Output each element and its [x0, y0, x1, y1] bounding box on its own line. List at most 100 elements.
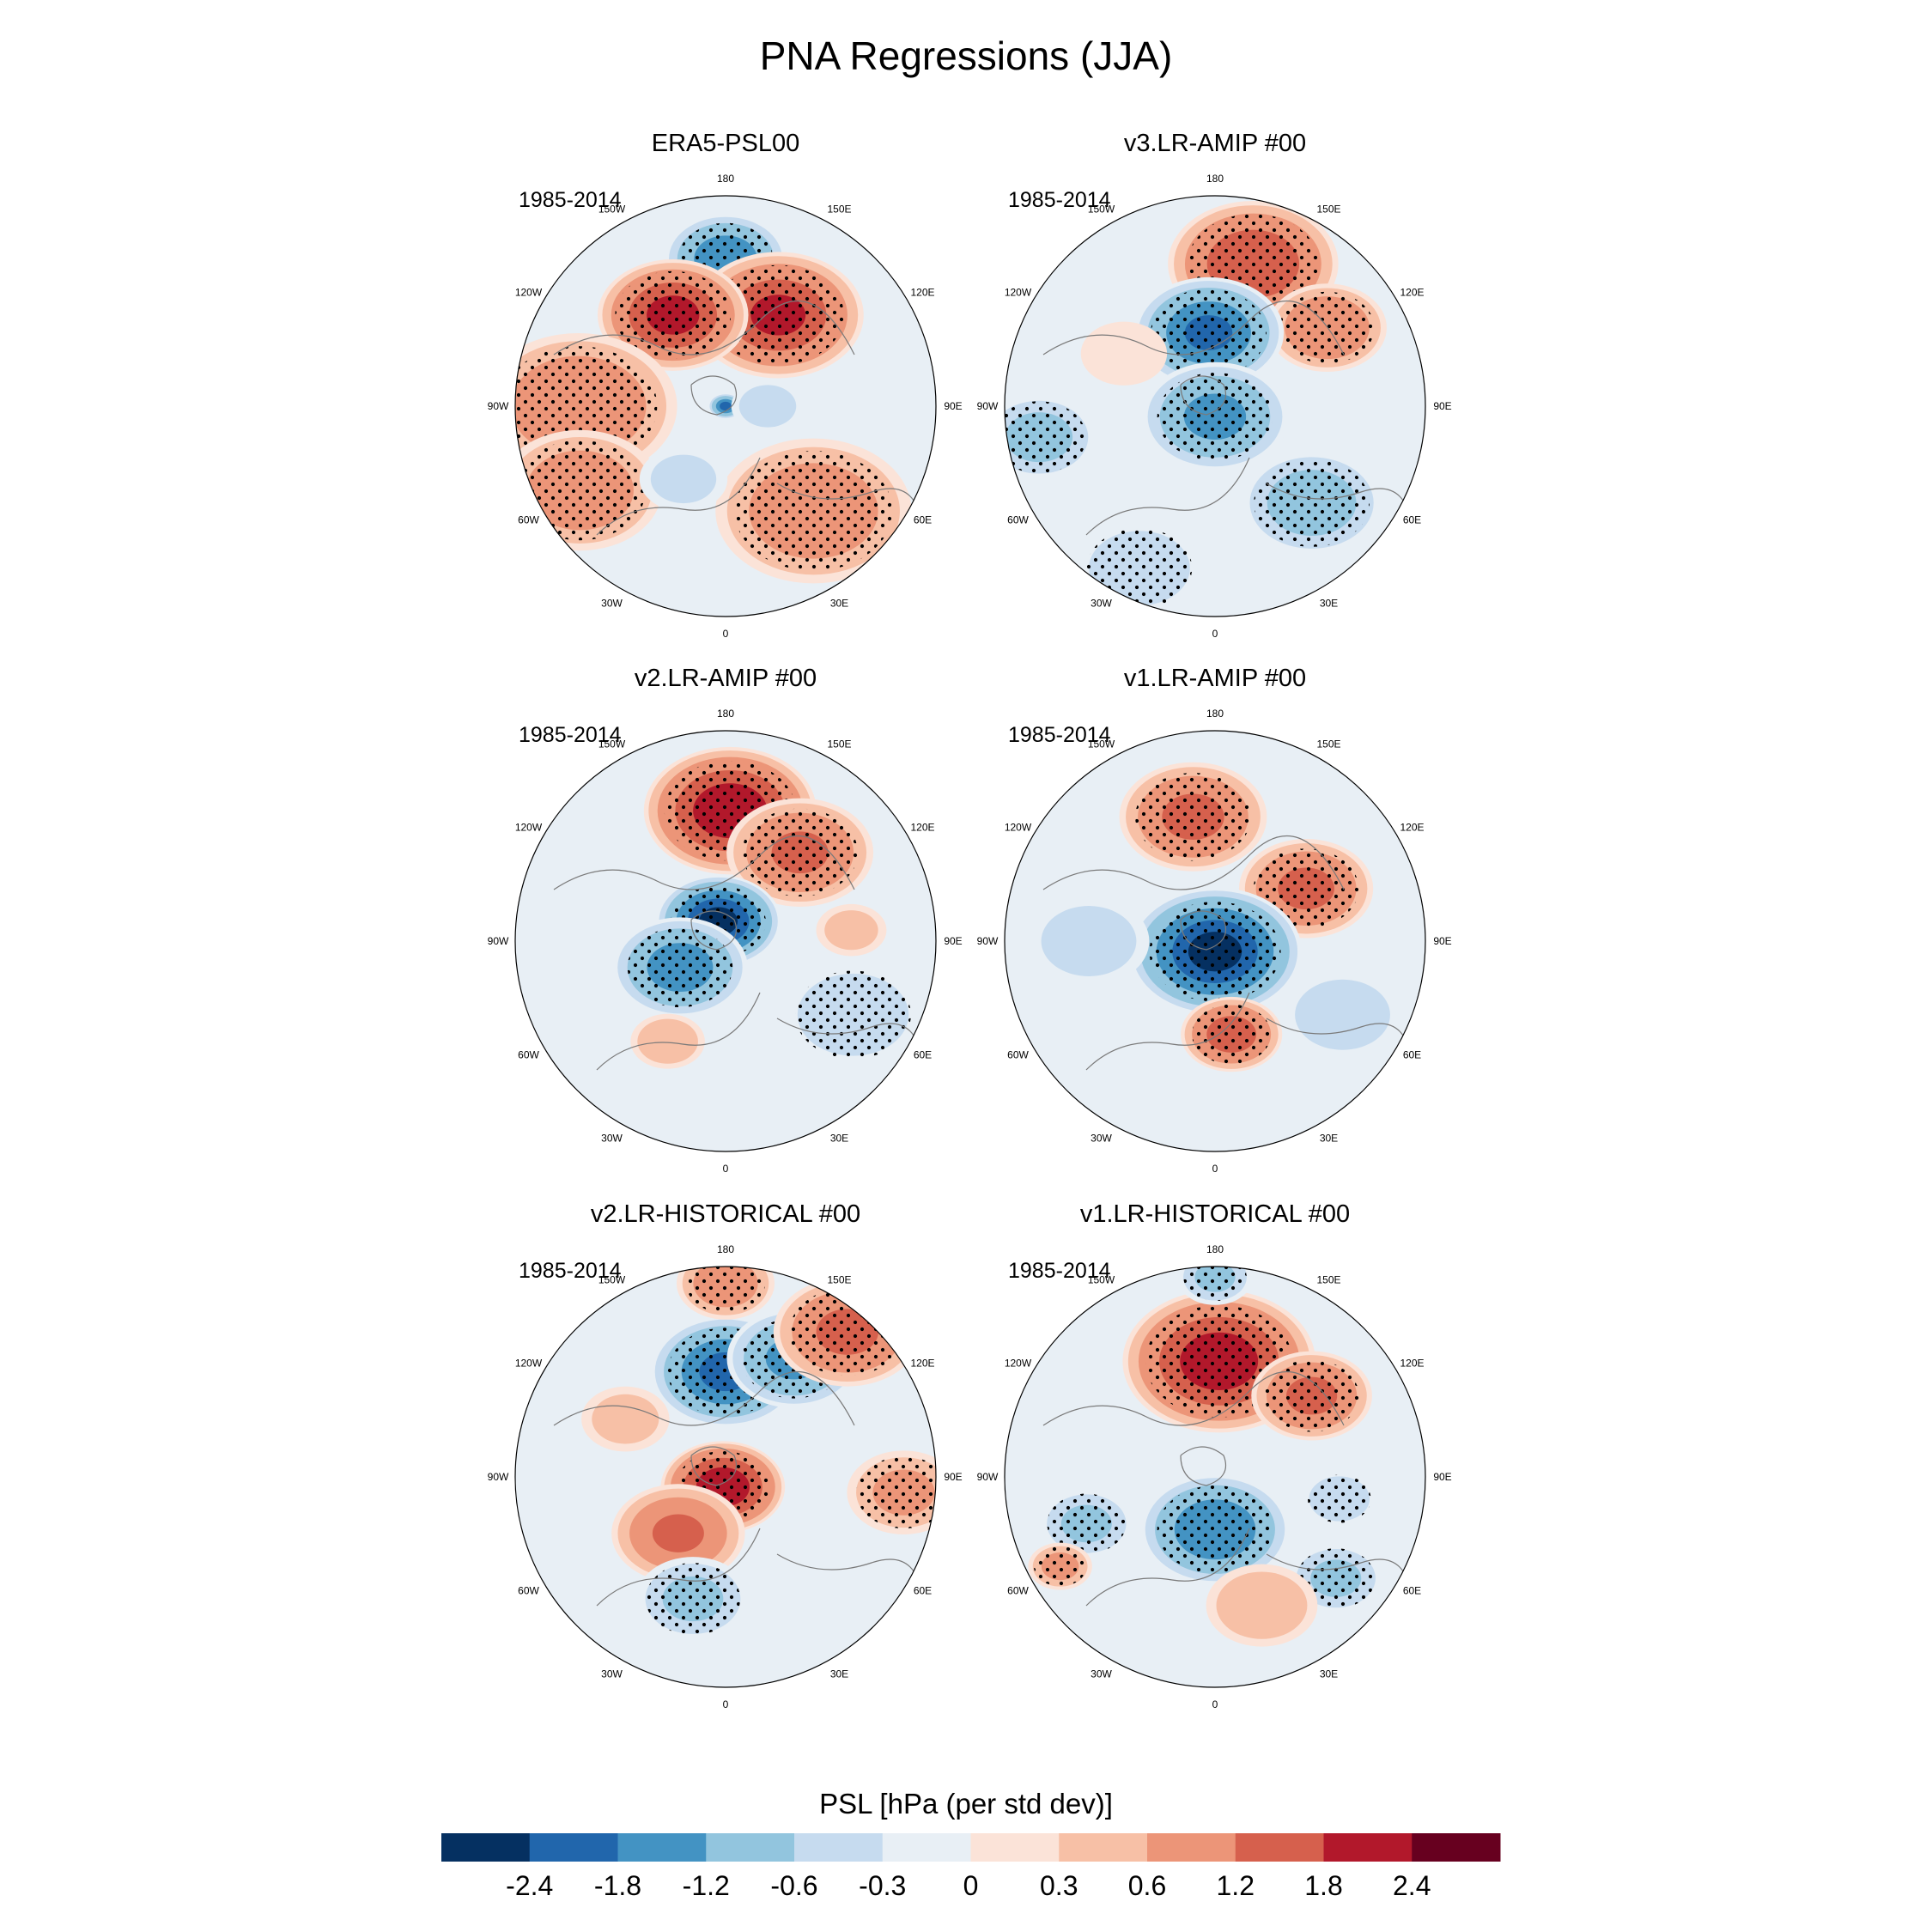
significance-stipple	[1135, 773, 1251, 861]
significance-stipple	[1149, 902, 1281, 1002]
colorbar-swatch	[706, 1833, 795, 1862]
longitude-label: 150E	[827, 204, 851, 216]
longitude-label: 120W	[515, 822, 543, 834]
significance-stipple	[712, 264, 844, 366]
significance-stipple	[856, 1456, 936, 1529]
longitude-label: 60W	[1007, 514, 1029, 526]
colorbar-swatch	[1323, 1833, 1413, 1862]
colorbar-swatch	[970, 1833, 1060, 1862]
coastline-segment	[1180, 375, 1227, 416]
longitude-label: 30E	[1320, 1668, 1338, 1680]
longitude-label: 120E	[1400, 287, 1424, 299]
longitude-label: 0	[1212, 1698, 1218, 1710]
longitude-label: 150E	[1316, 1274, 1340, 1286]
significance-stipple	[1279, 291, 1375, 364]
anomaly-contour-band	[1302, 985, 1383, 1045]
map-boundary	[1004, 730, 1426, 1152]
coastline-segment	[553, 300, 855, 355]
longitude-label: 120W	[1005, 822, 1032, 834]
colorbar-tick-label: 0	[963, 1870, 979, 1901]
panel-title: v2.LR-AMIP #00	[635, 665, 817, 692]
coastline-segment	[1042, 835, 1345, 890]
coastline-segment	[1085, 1528, 1250, 1607]
coastline-segment	[1180, 1446, 1227, 1486]
longitude-label: 120E	[1400, 822, 1424, 834]
longitude-label: 120E	[910, 822, 934, 834]
longitude-label: 30E	[830, 597, 848, 609]
colorbar-tick-label: -2.4	[506, 1870, 553, 1901]
coastline-segment	[553, 835, 855, 890]
map-boundary	[514, 730, 937, 1152]
longitude-label: 60W	[518, 1585, 539, 1597]
colorbar-tick-label: 1.8	[1304, 1870, 1342, 1901]
colorbar-tick-label: -0.6	[770, 1870, 817, 1901]
anomaly-field	[581, 1267, 936, 1641]
longitude-label: 30W	[1091, 597, 1112, 609]
significance-stipple	[615, 270, 732, 360]
anomaly-contour-band	[1048, 911, 1129, 971]
longitude-label: 180	[1206, 1243, 1224, 1255]
longitude-label: 30W	[601, 1668, 623, 1680]
panel-title: v2.LR-HISTORICAL #00	[591, 1200, 860, 1228]
longitude-label: 60E	[1403, 1585, 1421, 1597]
longitude-label: 90E	[1433, 935, 1451, 947]
significance-stipple	[795, 970, 911, 1059]
longitude-label: 30E	[830, 1668, 848, 1680]
longitude-label: 150E	[1316, 738, 1340, 750]
map-boundary	[514, 1266, 937, 1688]
longitude-label: 120W	[515, 1358, 543, 1370]
longitude-label: 120W	[1005, 287, 1032, 299]
significance-stipple	[1157, 373, 1273, 461]
coastline-segment	[690, 1446, 738, 1486]
significance-stipple	[1192, 1004, 1272, 1065]
significance-stipple	[789, 1287, 906, 1376]
colorbar-tick-label: 1.2	[1217, 1870, 1255, 1901]
colorbar-tick-label: 0.3	[1040, 1870, 1078, 1901]
longitude-label: 180	[717, 1243, 734, 1255]
longitude-label: 120W	[515, 287, 543, 299]
map-panel: 180 150E 120E 90E 60E 30E 0 30W 60W 90W 120W 150W v3…	[977, 130, 1452, 640]
period-label: 1985-2014	[1008, 723, 1111, 747]
map-boundary	[1004, 195, 1426, 617]
anomaly-contour-band	[824, 910, 878, 950]
anomaly-field	[1028, 762, 1403, 1072]
longitude-label: 90W	[977, 400, 999, 412]
significance-stipple	[515, 346, 658, 466]
colorbar-swatch	[794, 1833, 884, 1862]
significance-stipple	[645, 1563, 741, 1635]
map-panel: 180 150E 120E 90E 60E 30E 0 30W 60W 90W 120W 150W ER…	[488, 130, 963, 640]
longitude-label: 120E	[910, 1358, 934, 1370]
significance-stipple	[1047, 1493, 1127, 1554]
longitude-label: 60W	[1007, 1049, 1029, 1061]
significance-stipple	[1254, 459, 1370, 547]
longitude-label: 150W	[598, 738, 626, 750]
longitude-label: 90W	[488, 1471, 509, 1483]
colorbar-swatch	[441, 1833, 531, 1862]
colorbar-swatch	[1147, 1833, 1236, 1862]
significance-stipple	[1296, 1548, 1376, 1609]
map-panel: 180 150E 120E 90E 60E 30E 0 30W 60W 90W 120W 150W v2…	[488, 665, 963, 1175]
longitude-label: 30W	[601, 597, 623, 609]
longitude-label: 60E	[914, 1585, 932, 1597]
anomaly-contour-band	[650, 454, 717, 504]
coastline-segment	[1180, 910, 1227, 951]
longitude-label: 150W	[1088, 204, 1115, 216]
anomaly-contour-band	[720, 401, 732, 411]
significance-stipple	[1005, 401, 1087, 474]
map-panels: 180 150E 120E 90E 60E 30E 0 30W 60W 90W 120W 150W ER…	[488, 130, 1452, 1710]
longitude-label: 90W	[977, 935, 999, 947]
longitude-label: 0	[723, 628, 729, 640]
longitude-label: 30E	[1320, 1132, 1338, 1144]
longitude-label: 60E	[914, 514, 932, 526]
longitude-label: 150W	[1088, 738, 1115, 750]
colorbar-swatch	[1235, 1833, 1324, 1862]
anomaly-field	[1028, 1267, 1383, 1647]
longitude-label: 180	[717, 173, 734, 185]
longitude-label: 30E	[1320, 597, 1338, 609]
map-panel: 180 150E 120E 90E 60E 30E 0 30W 60W 90W 120W 150W v1…	[977, 1200, 1452, 1710]
significance-stipple	[515, 440, 646, 541]
longitude-label: 180	[1206, 173, 1224, 185]
coastline-segment	[690, 910, 738, 951]
significance-stipple	[686, 1267, 765, 1314]
